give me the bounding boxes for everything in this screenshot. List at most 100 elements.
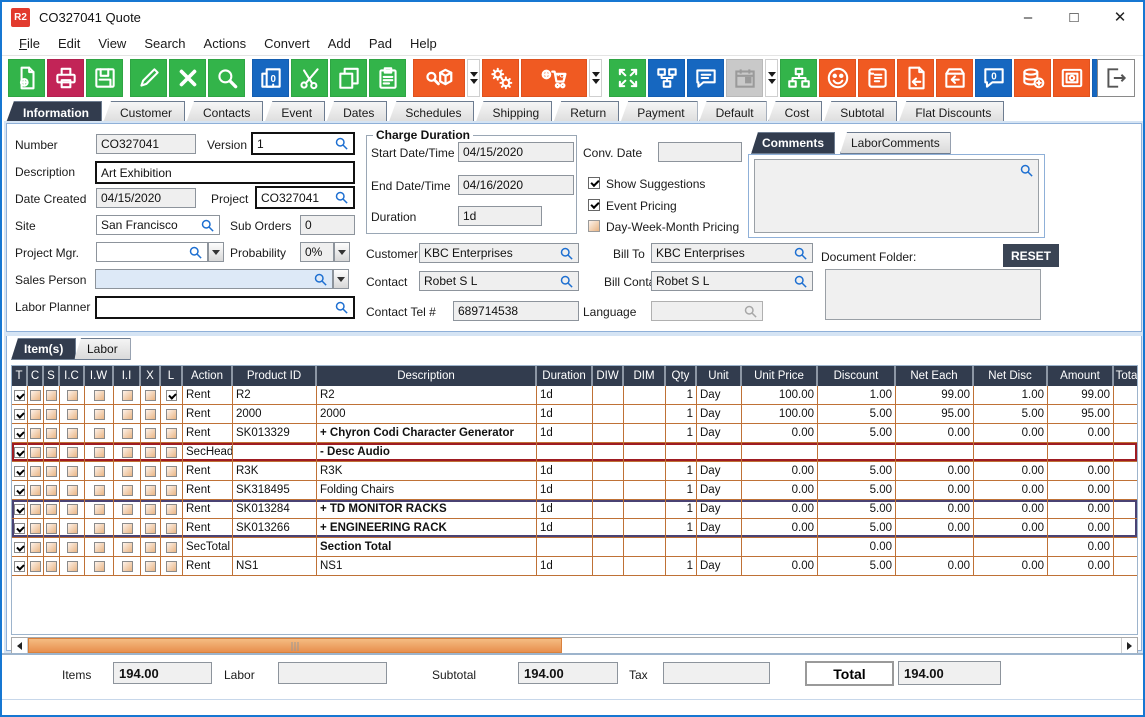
tab-shipping[interactable]: Shipping: [475, 101, 553, 123]
row-checkbox-ii[interactable]: [114, 424, 141, 442]
column-header-net-disc[interactable]: Net Disc: [974, 366, 1048, 386]
find-button[interactable]: [208, 59, 245, 97]
column-header-l[interactable]: L: [161, 366, 183, 386]
cell-action[interactable]: Rent: [183, 519, 233, 537]
exit-button[interactable]: [1097, 59, 1135, 97]
cell-net-each[interactable]: 95.00: [896, 405, 974, 423]
cell-qty[interactable]: 1: [666, 500, 697, 518]
cell-qty[interactable]: 1: [666, 557, 697, 575]
cell-total[interactable]: [1114, 500, 1137, 518]
cell-description[interactable]: R2: [317, 386, 537, 404]
row-checkbox-ii[interactable]: [114, 557, 141, 575]
add-po-cart-dropdown[interactable]: [589, 59, 602, 97]
cell-unit[interactable]: Day: [697, 405, 742, 423]
cell-dim[interactable]: [624, 481, 666, 499]
row-checkbox-c[interactable]: [28, 500, 44, 518]
product-search-dropdown[interactable]: [467, 59, 480, 97]
tab-flat-discounts[interactable]: Flat Discounts: [898, 101, 1005, 123]
cell-total[interactable]: [1114, 481, 1137, 499]
row-checkbox-ii[interactable]: [114, 386, 141, 404]
cell-dim[interactable]: [624, 462, 666, 480]
labor-planner-field[interactable]: [95, 296, 355, 319]
row-checkbox-c[interactable]: [28, 519, 44, 537]
project-mgr-field[interactable]: [96, 242, 208, 262]
cell-action[interactable]: Rent: [183, 424, 233, 442]
row-checkbox-t[interactable]: [12, 538, 28, 556]
gears-button[interactable]: [482, 59, 519, 97]
cell-diw[interactable]: [593, 424, 624, 442]
close-button[interactable]: ✕: [1113, 9, 1127, 26]
tab-contacts[interactable]: Contacts: [186, 101, 264, 123]
cell-amount[interactable]: 0.00: [1048, 481, 1114, 499]
column-header-discount[interactable]: Discount: [818, 366, 896, 386]
add-po-cart-button[interactable]: PO: [521, 59, 587, 97]
cell-net-disc[interactable]: [974, 538, 1048, 556]
cell-unit-price[interactable]: [742, 443, 818, 461]
cell-net-disc[interactable]: [974, 443, 1048, 461]
cell-product-id[interactable]: NS1: [233, 557, 317, 575]
cell-net-each[interactable]: [896, 443, 974, 461]
language-field[interactable]: [651, 301, 763, 321]
table-row[interactable]: Rent NS1 NS1 1d 1 Day 0.00 5.00 0.00 0.00 0.00: [12, 557, 1137, 576]
row-checkbox-iw[interactable]: [85, 500, 114, 518]
cell-net-each[interactable]: 0.00: [896, 424, 974, 442]
cell-diw[interactable]: [593, 405, 624, 423]
tab-comments[interactable]: Comments: [751, 132, 836, 154]
day-week-month-pricing-checkbox[interactable]: [588, 220, 600, 232]
cell-unit[interactable]: [697, 538, 742, 556]
row-checkbox-ii[interactable]: [114, 462, 141, 480]
row-checkbox-ii[interactable]: [114, 500, 141, 518]
menu-add[interactable]: Add: [327, 36, 351, 51]
cell-qty[interactable]: [666, 443, 697, 461]
row-checkbox-x[interactable]: [141, 405, 161, 423]
cell-duration[interactable]: 1d: [537, 481, 593, 499]
row-checkbox-t[interactable]: [12, 519, 28, 537]
cell-qty[interactable]: 1: [666, 424, 697, 442]
bill-contact-field[interactable]: Robet S L: [651, 271, 813, 291]
row-checkbox-c[interactable]: [28, 462, 44, 480]
row-checkbox-l[interactable]: [161, 405, 183, 423]
cell-duration[interactable]: 1d: [537, 462, 593, 480]
tab-items[interactable]: Item(s): [11, 338, 77, 360]
menu-actions[interactable]: Actions: [203, 36, 247, 51]
cell-description[interactable]: R3K: [317, 462, 537, 480]
cell-product-id[interactable]: R3K: [233, 462, 317, 480]
row-checkbox-ic[interactable]: [60, 424, 85, 442]
row-checkbox-c[interactable]: [28, 538, 44, 556]
column-header-s[interactable]: S: [44, 366, 60, 386]
cell-unit[interactable]: Day: [697, 386, 742, 404]
cell-qty[interactable]: 1: [666, 462, 697, 480]
column-header-dim[interactable]: DIM: [624, 366, 666, 386]
cell-diw[interactable]: [593, 500, 624, 518]
cell-amount[interactable]: 95.00: [1048, 405, 1114, 423]
end-date-field[interactable]: 04/16/2020: [458, 175, 574, 195]
row-checkbox-c[interactable]: [28, 443, 44, 461]
menu-help[interactable]: Help: [409, 36, 437, 51]
cell-unit[interactable]: Day: [697, 500, 742, 518]
cell-duration[interactable]: [537, 538, 593, 556]
tree-button[interactable]: [780, 59, 817, 97]
cell-dim[interactable]: [624, 557, 666, 575]
site-field[interactable]: San Francisco: [96, 215, 220, 235]
menu-convert[interactable]: Convert: [264, 36, 310, 51]
cell-discount[interactable]: 1.00: [818, 386, 896, 404]
row-checkbox-ic[interactable]: [60, 405, 85, 423]
cell-amount[interactable]: 99.00: [1048, 386, 1114, 404]
row-checkbox-iw[interactable]: [85, 538, 114, 556]
row-checkbox-l[interactable]: [161, 481, 183, 499]
cell-action[interactable]: Rent: [183, 557, 233, 575]
row-checkbox-c[interactable]: [28, 557, 44, 575]
horizontal-scrollbar[interactable]: [11, 637, 1138, 654]
cell-amount[interactable]: 0.00: [1048, 500, 1114, 518]
cell-action[interactable]: SecHead: [183, 443, 233, 461]
cell-net-each[interactable]: 0.00: [896, 462, 974, 480]
row-checkbox-l[interactable]: [161, 538, 183, 556]
description-field[interactable]: Art Exhibition: [95, 161, 355, 184]
row-checkbox-ii[interactable]: [114, 481, 141, 499]
cell-discount[interactable]: [818, 443, 896, 461]
column-header-i-c[interactable]: I.C: [60, 366, 85, 386]
tab-payment[interactable]: Payment: [620, 101, 698, 123]
maximize-button[interactable]: □: [1069, 8, 1079, 26]
row-checkbox-l[interactable]: [161, 424, 183, 442]
cell-net-each[interactable]: 0.00: [896, 481, 974, 499]
